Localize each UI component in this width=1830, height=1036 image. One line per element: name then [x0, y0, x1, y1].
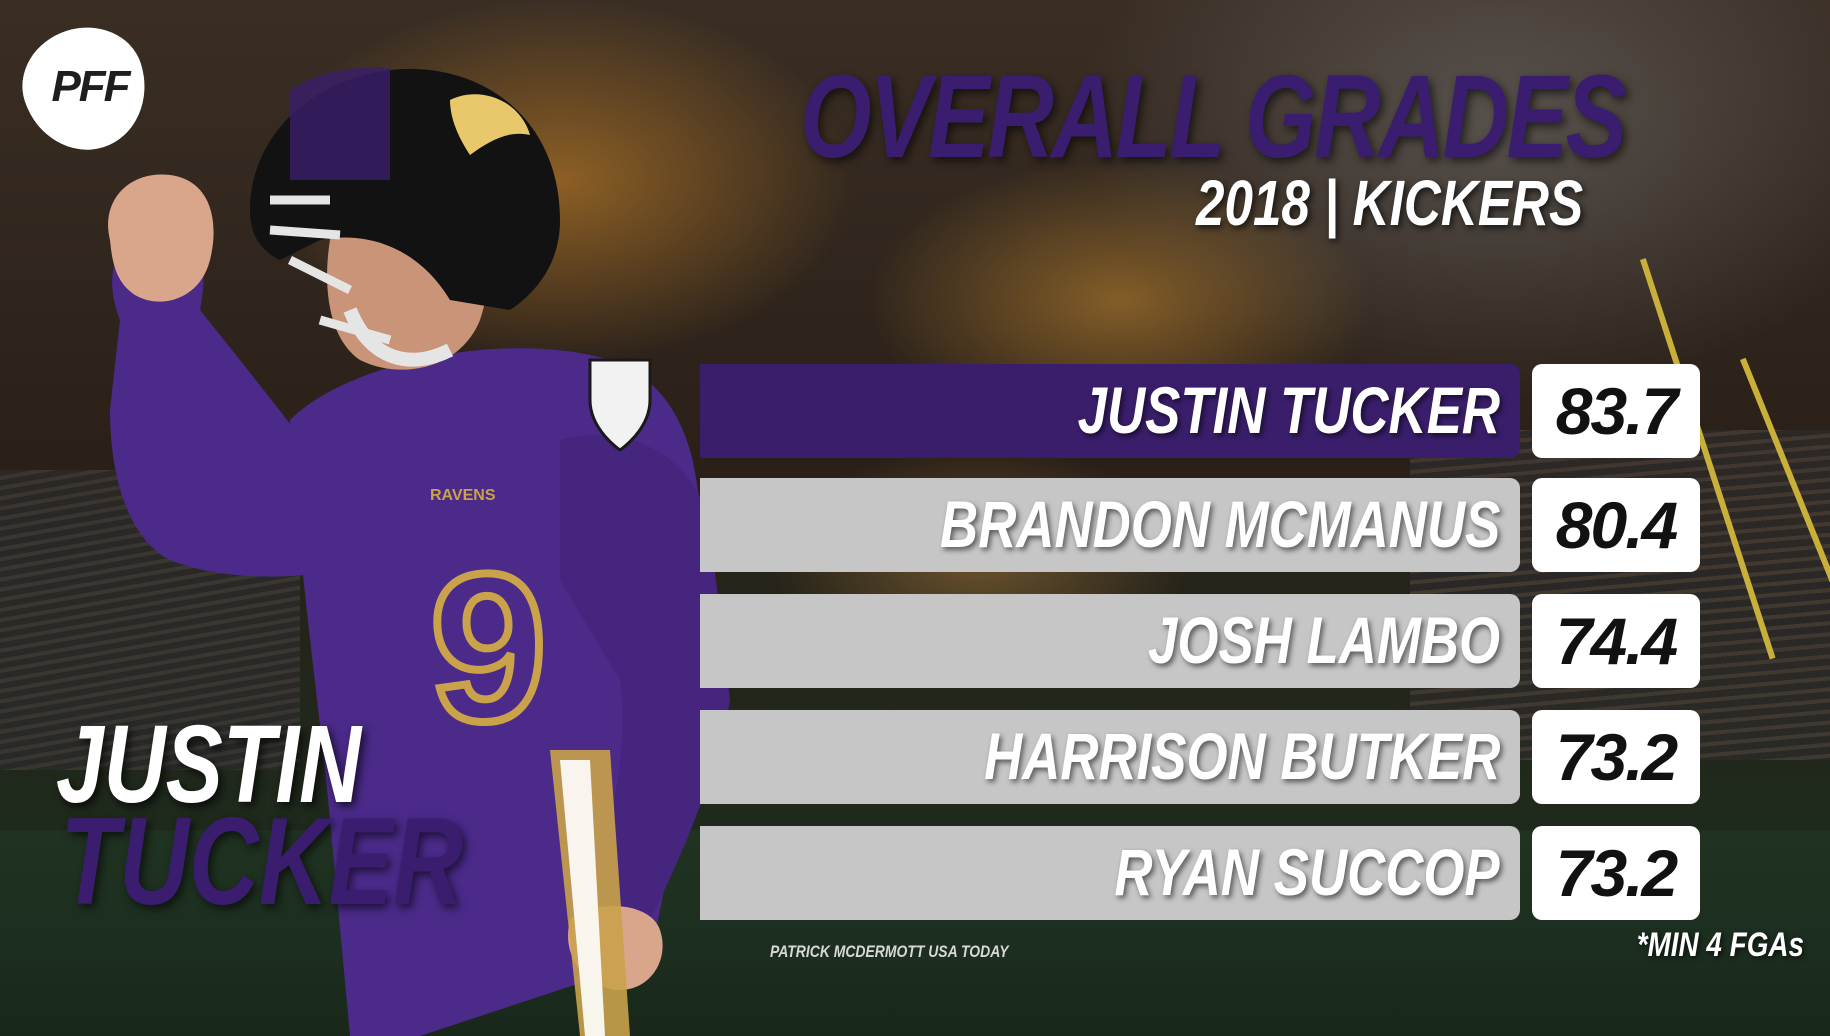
grade-box: 83.7 — [1532, 364, 1700, 458]
raven-logo — [450, 94, 530, 155]
grade-box: 74.4 — [1532, 594, 1700, 688]
chin-strap — [343, 307, 454, 367]
name-bar — [700, 478, 1520, 572]
name-bar — [700, 364, 1520, 458]
player-name: JOSH LAMBO — [1147, 603, 1500, 677]
helmet-stripe — [290, 67, 390, 180]
ranking-row: JUSTIN TUCKER 83.7 — [700, 364, 1700, 458]
grade-box: 73.2 — [1532, 710, 1700, 804]
photo-credit: PATRICK MCDERMOTT USA TODAY — [770, 942, 1009, 961]
player-grade: 73.2 — [1555, 720, 1678, 794]
pff-logo-text: PFF — [51, 62, 130, 111]
player-grade: 74.4 — [1555, 604, 1678, 678]
player-grade: 73.2 — [1555, 836, 1678, 910]
team-wordmark: RAVENS — [430, 487, 496, 504]
player-grade: 83.7 — [1555, 374, 1678, 448]
player-photo: 9 RAVENS — [108, 67, 730, 1036]
name-bar — [700, 594, 1520, 688]
arm-raised — [110, 218, 350, 577]
ranking-row: RYAN SUCCOP 73.2 — [700, 826, 1700, 920]
pants-stripe-white — [560, 760, 605, 1036]
fist — [108, 174, 214, 302]
arm-lowered — [560, 434, 730, 920]
player-name: HARRISON BUTKER — [983, 719, 1500, 793]
player-name: JUSTIN TUCKER — [1077, 373, 1500, 447]
ranking-row: JOSH LAMBO 74.4 — [700, 594, 1700, 688]
jersey-number: 9 — [430, 530, 547, 765]
team-patch — [588, 358, 652, 452]
player-name: BRANDON MCMANUS — [939, 487, 1500, 561]
featured-player-last-name: TUCKER — [60, 793, 463, 931]
page-subtitle: 2018 | KICKERS — [1196, 167, 1584, 239]
name-bar — [700, 826, 1520, 920]
footnote: *MIN 4 FGAs — [1636, 926, 1804, 964]
grade-box: 80.4 — [1532, 478, 1700, 572]
name-bar — [700, 710, 1520, 804]
ranking-row: HARRISON BUTKER 73.2 — [700, 710, 1700, 804]
page-title: Overall Grades — [800, 51, 1627, 183]
player-grade: 80.4 — [1555, 488, 1678, 562]
featured-player-first-name: JUSTIN — [56, 703, 362, 826]
facemask — [269, 195, 392, 345]
grade-box: 73.2 — [1532, 826, 1700, 920]
player-name: RYAN SUCCOP — [1114, 835, 1500, 909]
ranking-row: BRANDON MCMANUS 80.4 — [700, 478, 1700, 572]
